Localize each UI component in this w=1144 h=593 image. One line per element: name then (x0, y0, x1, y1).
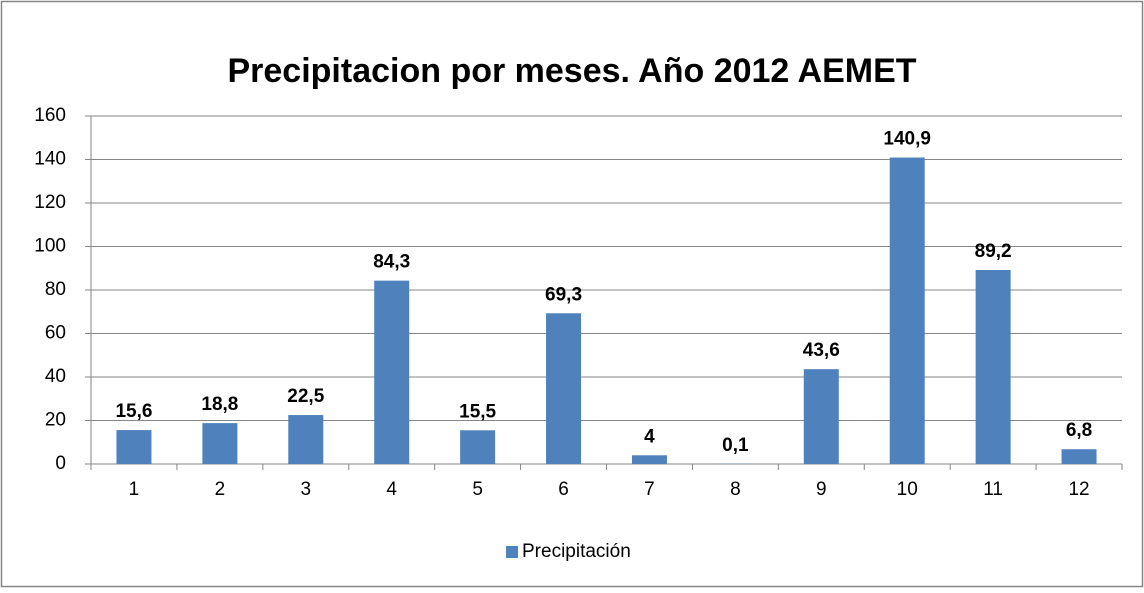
x-tick-label: 7 (644, 479, 655, 500)
bar (116, 430, 151, 464)
bar (1062, 449, 1097, 464)
data-label: 84,3 (373, 252, 410, 273)
y-tick-label: 0 (55, 453, 66, 474)
data-label: 18,8 (201, 394, 238, 415)
y-tick-label: 140 (34, 149, 66, 170)
x-tick-label: 9 (816, 479, 827, 500)
legend-label: Precipitación (522, 541, 631, 562)
data-label: 89,2 (975, 241, 1012, 262)
x-tick-label: 8 (730, 479, 741, 500)
x-tick-label: 4 (386, 479, 397, 500)
data-label: 0,1 (722, 435, 749, 456)
x-tick-label: 10 (897, 479, 918, 500)
x-tick-label: 6 (558, 479, 569, 500)
bar (804, 369, 839, 464)
y-tick-label: 100 (34, 236, 66, 257)
bar (546, 313, 581, 464)
data-label: 15,6 (115, 401, 152, 422)
y-tick-label: 20 (45, 410, 66, 431)
x-tick-label: 11 (983, 479, 1003, 500)
data-label: 15,5 (459, 401, 496, 422)
x-tick-label: 12 (1068, 479, 1089, 500)
legend-swatch (506, 546, 518, 558)
x-tick-label: 1 (129, 479, 140, 500)
bar (374, 281, 409, 464)
bar (890, 158, 925, 464)
chart-title: Precipitacion por meses. Año 2012 AEMET (227, 52, 916, 90)
bar (460, 430, 495, 464)
bar (632, 455, 667, 464)
data-label: 6,8 (1066, 420, 1092, 441)
y-tick-label: 60 (45, 323, 66, 344)
bar (976, 270, 1011, 464)
bar (288, 415, 323, 464)
data-label: 140,9 (883, 129, 931, 150)
x-tick-label: 5 (472, 479, 483, 500)
y-tick-label: 40 (45, 366, 66, 387)
data-label: 69,3 (545, 284, 582, 305)
y-tick-label: 120 (34, 192, 66, 213)
data-label: 43,6 (803, 340, 840, 361)
x-tick-label: 2 (215, 479, 226, 500)
bar (202, 423, 237, 464)
y-tick-label: 80 (45, 279, 66, 300)
data-label: 22,5 (287, 386, 324, 407)
x-tick-label: 3 (301, 479, 312, 500)
y-tick-label: 160 (34, 105, 66, 126)
data-label: 4 (644, 426, 655, 447)
